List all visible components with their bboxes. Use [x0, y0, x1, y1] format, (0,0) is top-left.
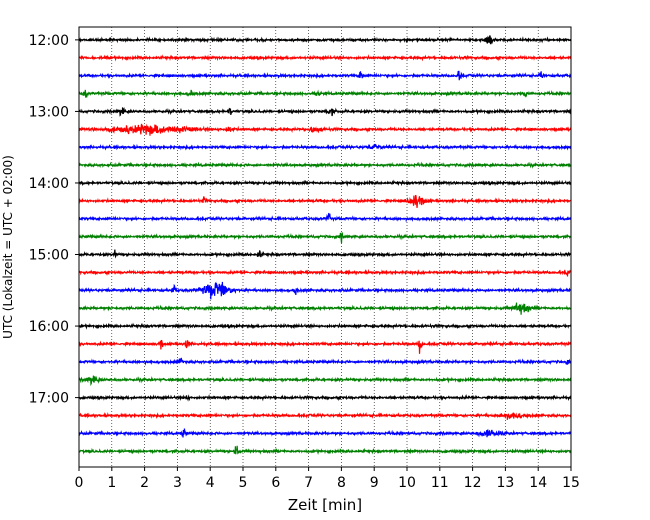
y-tick-label: 14:00 [29, 176, 69, 192]
x-tick-label: 11 [431, 475, 449, 491]
x-tick-label: 2 [140, 475, 149, 491]
trace-1600 [78, 322, 572, 330]
trace-1745 [78, 445, 572, 455]
trace-1730 [78, 428, 572, 438]
trace-1500 [78, 249, 572, 259]
x-tick-label: 7 [304, 475, 313, 491]
trace-1245 [78, 89, 572, 98]
x-axis-label: Zeit [min] [288, 496, 362, 514]
trace-1715 [78, 411, 572, 420]
y-axis: 12:00 13:00 14:00 15:00 16:00 17:00 [29, 33, 79, 407]
y-tick-label: 13:00 [29, 104, 69, 120]
trace-1200 [78, 35, 572, 45]
trace-group [78, 35, 572, 455]
y-tick-label: 15:00 [29, 248, 69, 264]
x-tick-label: 10 [398, 475, 416, 491]
trace-1215 [78, 54, 572, 62]
trace-1400 [78, 179, 572, 187]
x-tick-label: 1 [107, 475, 116, 491]
x-tick-label: 12 [464, 475, 482, 491]
y-tick-label: 16:00 [29, 319, 69, 335]
x-tick-label: 0 [75, 475, 84, 491]
trace-1415 [78, 194, 572, 208]
x-tick-label: 4 [206, 475, 215, 491]
x-tick-label: 9 [370, 475, 379, 491]
y-tick-label: 12:00 [29, 33, 69, 49]
trace-1300 [78, 107, 572, 117]
x-axis: 0 1 2 3 4 5 6 7 8 9 10 11 12 13 14 15 [75, 467, 580, 491]
trace-1545 [78, 302, 572, 315]
y-tick-label: 17:00 [29, 391, 69, 407]
trace-1445 [78, 232, 572, 244]
trace-1330 [78, 143, 572, 152]
x-tick-label: 8 [337, 475, 346, 491]
trace-1630 [78, 357, 572, 366]
trace-1645 [78, 375, 572, 387]
trace-1430 [78, 212, 572, 223]
trace-1315 [78, 123, 572, 136]
trace-1230 [78, 70, 572, 81]
trace-1515 [78, 268, 572, 277]
x-tick-label: 13 [496, 475, 514, 491]
vertical-grid [111, 27, 539, 467]
x-tick-label: 5 [239, 475, 248, 491]
y-axis-label: UTC (Lokalzeit = UTC + 02:00) [1, 155, 15, 339]
plot-frame [78, 26, 572, 468]
trace-1345 [78, 161, 572, 169]
x-tick-label: 3 [173, 475, 182, 491]
x-tick-label: 6 [271, 475, 280, 491]
x-tick-label: 14 [529, 475, 547, 491]
trace-1615 [78, 339, 572, 354]
trace-1700 [78, 393, 572, 402]
trace-1530 [78, 281, 572, 300]
x-tick-label: 15 [562, 475, 580, 491]
